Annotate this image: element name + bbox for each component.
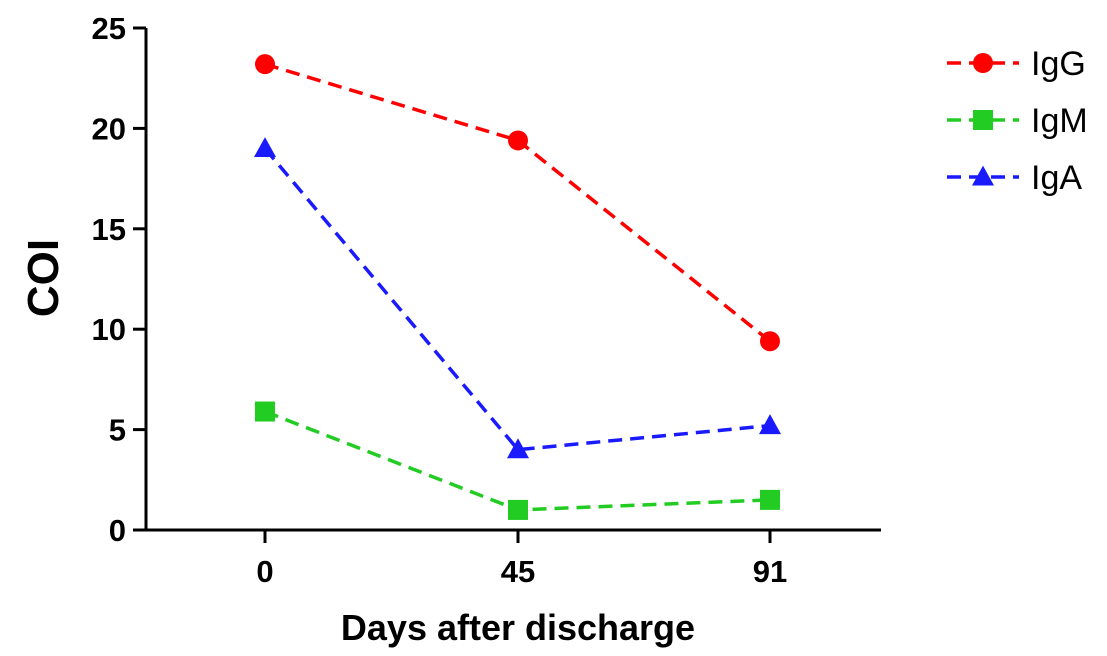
data-point-igm	[255, 401, 275, 422]
y-ticks: 0 5 10 15 20 25	[92, 11, 146, 548]
data-point-igg	[255, 54, 275, 75]
legend-swatch-marker	[972, 165, 994, 186]
legend-label: IgA	[1031, 159, 1082, 197]
y-tick-label: 15	[92, 212, 126, 247]
data-point-iga	[759, 414, 781, 435]
series-line-iga	[263, 147, 771, 452]
x-tick-label: 45	[501, 554, 535, 589]
legend-label: IgM	[1031, 102, 1088, 140]
data-point-igg	[760, 331, 780, 352]
data-point-iga	[507, 438, 529, 459]
axes	[144, 28, 881, 532]
legend-item-iga: IgA	[947, 159, 1082, 197]
x-axis-title: Days after discharge	[341, 607, 695, 648]
x-tick-label: 0	[256, 554, 273, 589]
series-line-igg	[264, 62, 772, 343]
y-tick-label: 5	[109, 413, 126, 448]
data-point-iga	[254, 137, 276, 158]
legend-swatch-marker	[973, 53, 993, 73]
y-tick-label: 0	[109, 513, 126, 548]
y-axis-title: COI	[19, 239, 68, 317]
legend-item-igm: IgM	[947, 102, 1088, 140]
legend: IgG IgM IgA	[947, 45, 1088, 197]
series-markers	[254, 54, 781, 520]
y-tick-label: 20	[92, 111, 126, 146]
series-line-igm	[264, 409, 771, 512]
x-ticks: 0 45 91	[256, 530, 787, 589]
x-tick-label: 91	[753, 554, 787, 589]
legend-label: IgG	[1031, 45, 1086, 83]
data-point-igm	[760, 489, 780, 510]
data-point-igm	[508, 499, 528, 520]
legend-swatch-marker	[973, 110, 993, 130]
y-tick-label: 10	[92, 312, 126, 347]
legend-item-igg: IgG	[947, 45, 1086, 83]
data-point-igg	[508, 130, 528, 151]
y-tick-label: 25	[92, 11, 126, 46]
